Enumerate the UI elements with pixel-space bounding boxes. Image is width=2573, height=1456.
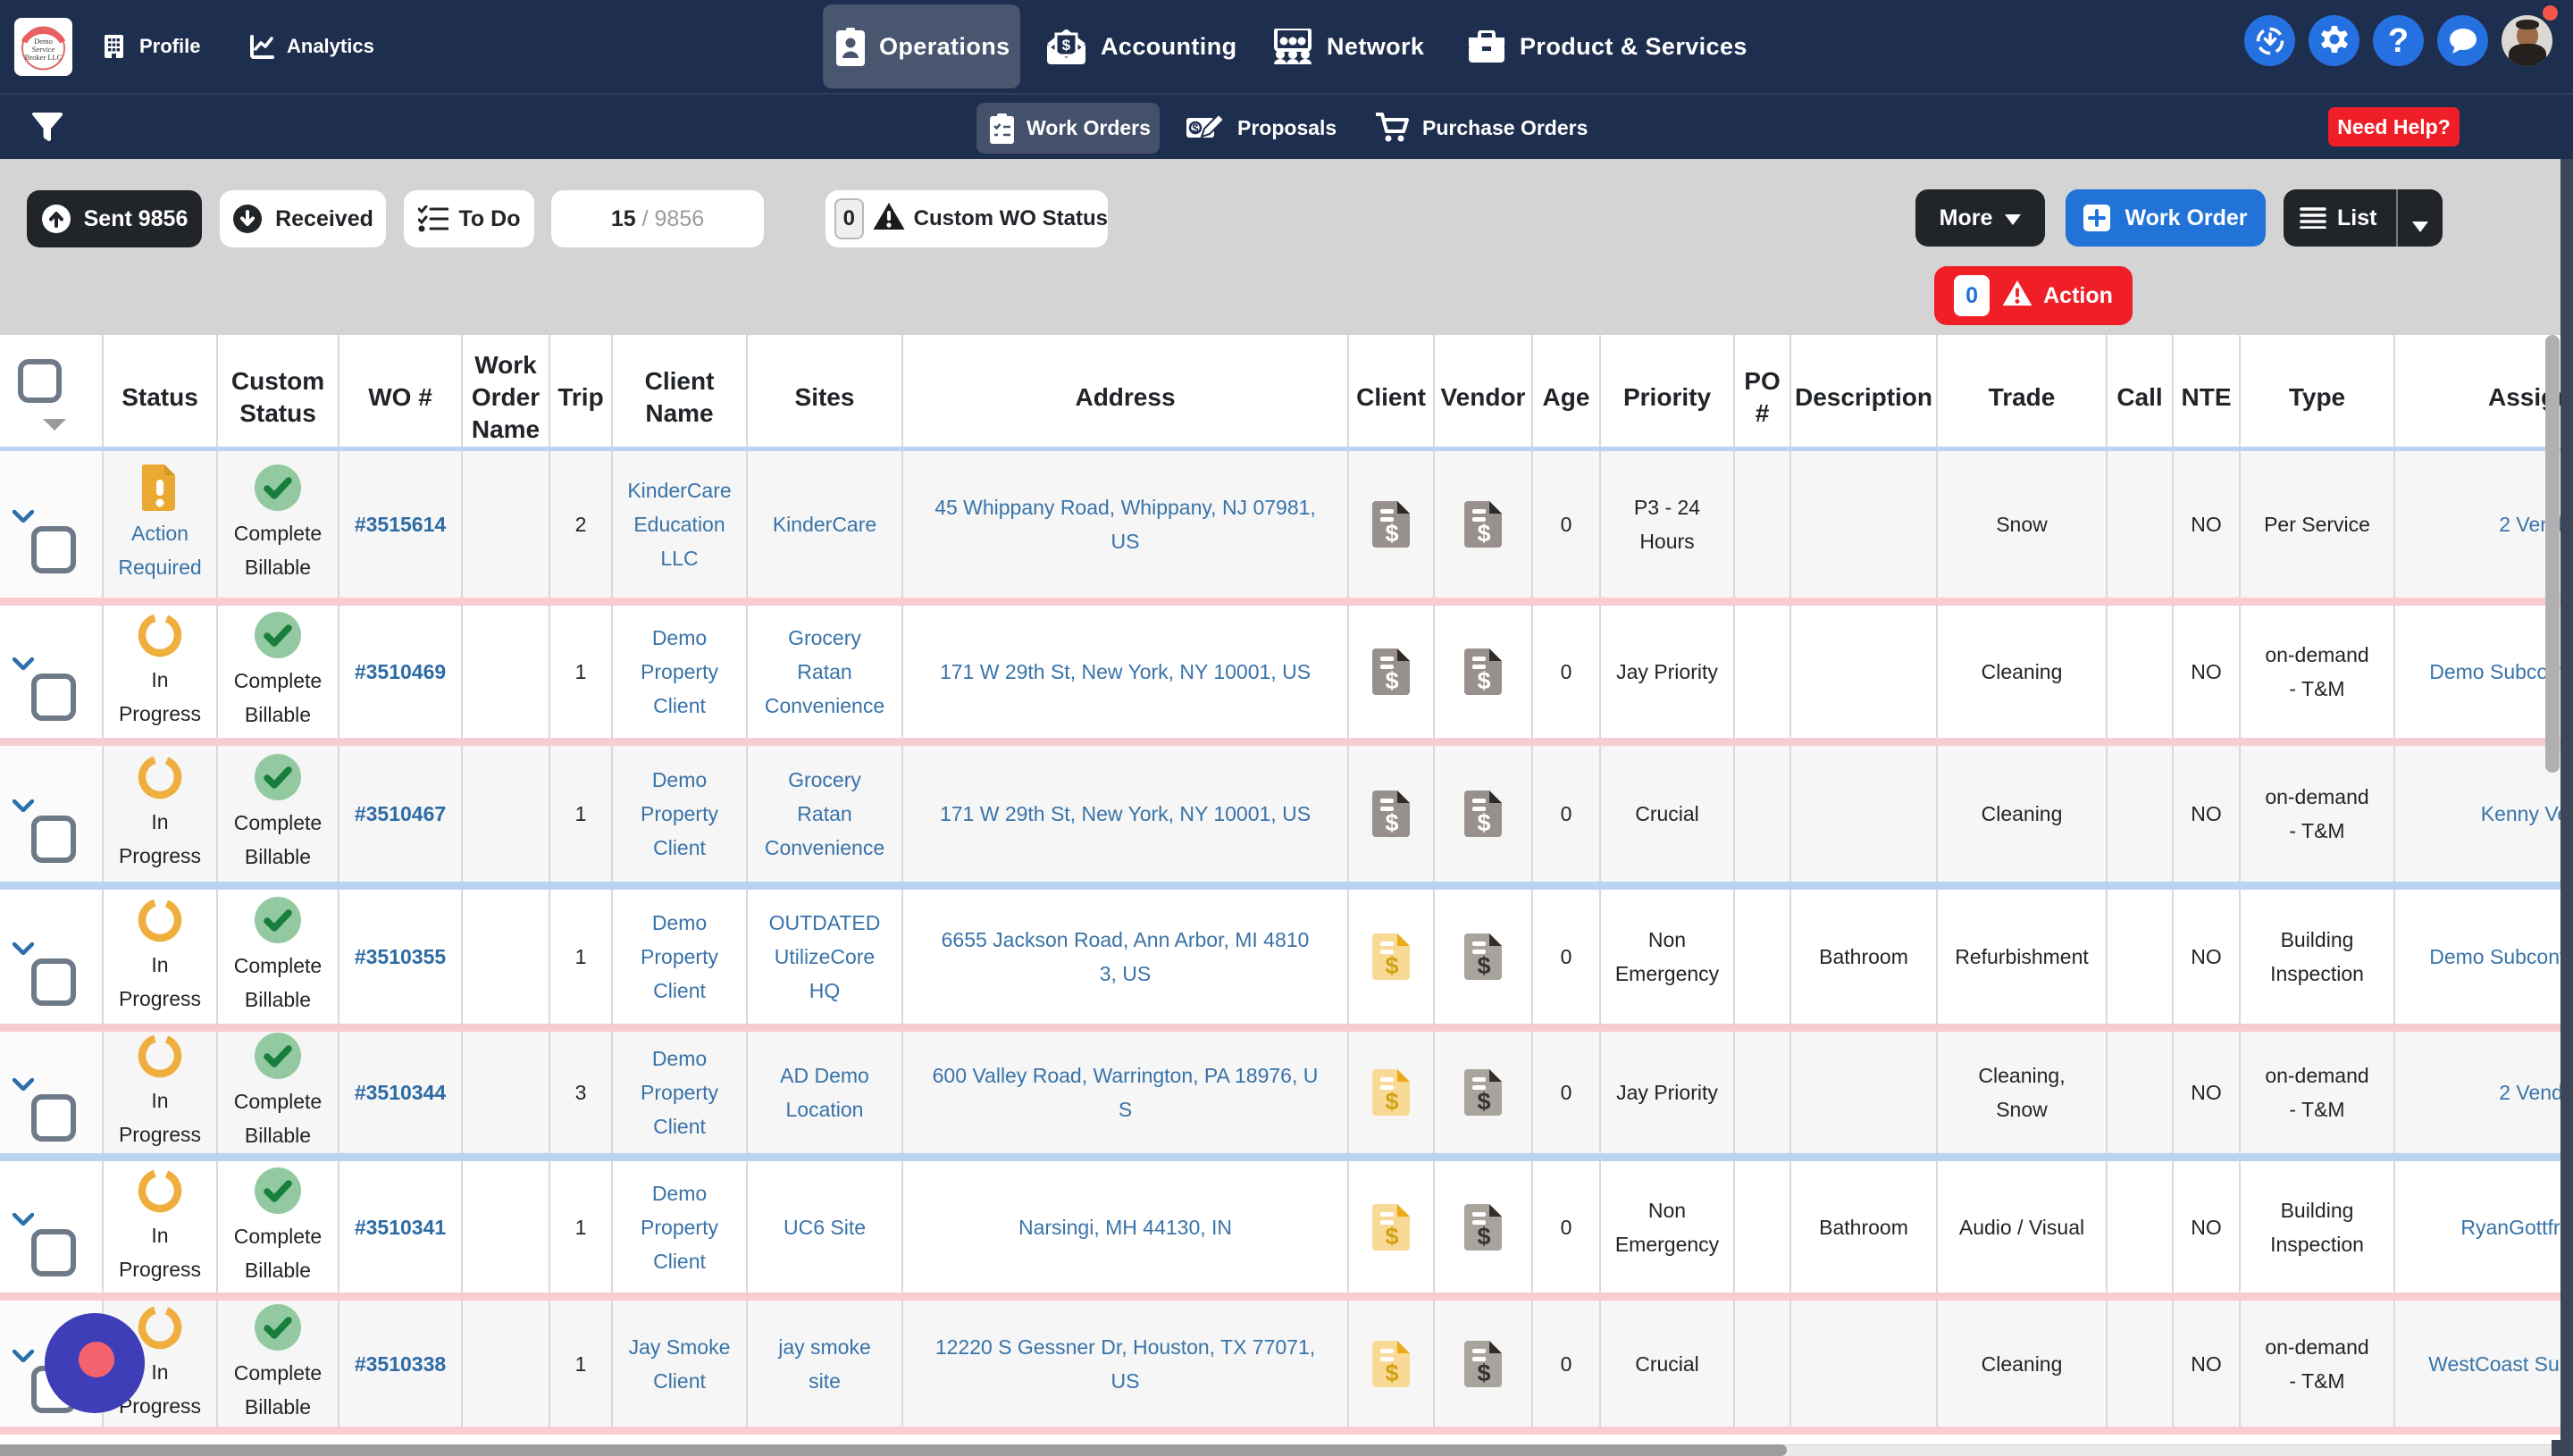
svg-text:Broker LLC: Broker LLC [25,53,63,62]
svg-text:$: $ [1192,121,1199,135]
svg-text:$: $ [1477,809,1490,836]
svg-text:$: $ [1477,1223,1490,1250]
svg-text:$: $ [1477,952,1490,979]
svg-text:$: $ [1477,520,1490,547]
svg-text:$: $ [1385,1088,1398,1115]
svg-text:Service: Service [32,45,55,54]
svg-text:$: $ [1477,1088,1490,1115]
svg-text:$: $ [1385,809,1398,836]
svg-text:$: $ [1385,1223,1398,1250]
svg-text:$: $ [1385,952,1398,979]
svg-text:$: $ [1385,520,1398,547]
svg-text:$: $ [1385,667,1398,694]
svg-text:$: $ [1477,1360,1490,1386]
svg-text:$: $ [1385,1360,1398,1386]
svg-text:$: $ [1062,37,1071,54]
svg-text:$: $ [1477,667,1490,694]
svg-text:Demo: Demo [34,37,53,46]
